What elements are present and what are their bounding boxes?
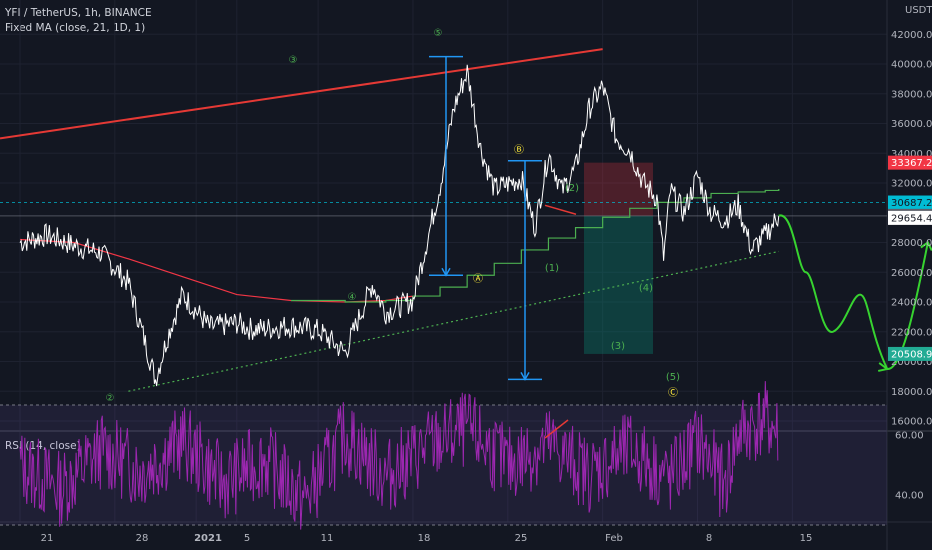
time-tick-label: 8: [706, 533, 712, 544]
price-tick-label: 22000.00: [891, 327, 932, 338]
measure-arrow-2: [508, 159, 542, 381]
rsi-line: [19, 381, 779, 530]
stop-loss-zone: [584, 162, 653, 216]
price-label: 30687.26: [891, 198, 932, 209]
price-label-bg: [888, 155, 932, 170]
projection-arrowhead: [920, 241, 932, 251]
time-tick-label: 2021: [194, 533, 222, 544]
time-tick-label: 25: [515, 533, 528, 544]
ma-line-green: [291, 188, 780, 303]
price-tick-label: 26000.00: [891, 268, 932, 279]
wave-label-wave-c: Ⓒ: [668, 387, 678, 399]
rsi-divergence-line: [544, 419, 569, 439]
price-tick-label: 18000.00: [891, 387, 932, 398]
measure-arrowhead: [441, 267, 451, 277]
wave-label-wave-3-circle: ③: [289, 55, 298, 66]
wave-label-sub-wave-5: (5): [666, 372, 680, 383]
price-label: 20508.96: [891, 349, 932, 360]
price-tick-label: 34000.00: [891, 149, 932, 160]
time-tick-label: 28: [136, 533, 149, 544]
currency-label: USDT: [905, 5, 932, 16]
time-tick-label: 15: [800, 533, 813, 544]
wave-label-sub-wave-3: (3): [611, 341, 625, 352]
price-series-line: [19, 64, 780, 387]
measure-arrowhead: [520, 371, 530, 381]
price-tick-label: 16000.00: [891, 417, 932, 428]
time-tick-label: 5: [244, 533, 250, 544]
time-tick-label: 11: [321, 533, 334, 544]
rsi-band: [0, 405, 887, 525]
support-trendline: [128, 250, 779, 392]
resistance-trendline: [0, 48, 603, 140]
price-label-bg: [888, 210, 932, 225]
price-tick-label: 42000.00: [891, 30, 932, 41]
price-label-bg: [888, 346, 932, 361]
price-tick-label: 40000.00: [891, 60, 932, 71]
ma-line-red: [19, 238, 414, 303]
wave-label-sub-wave-2: (2): [565, 183, 579, 194]
wave-label-wave-a: Ⓐ: [473, 273, 483, 285]
time-tick-label: 21: [41, 533, 54, 544]
wave-label-sub-wave-4: (4): [639, 283, 653, 294]
ma-indicator-legend: Fixed MA (close, 21, 1D, 1): [5, 22, 146, 34]
price-tick-label: 28000.00: [891, 238, 932, 249]
price-label: 33367.21: [891, 158, 932, 169]
time-tick-label: 18: [418, 533, 431, 544]
wave-label-wave-b: Ⓑ: [514, 144, 524, 156]
rsi-legend: RSI (14, close): [5, 439, 81, 453]
rsi-tick-label: 60.00: [895, 431, 924, 442]
price-label-bg: [888, 195, 932, 210]
projection-low-arrowhead: [877, 362, 890, 372]
price-tick-label: 24000.00: [891, 298, 932, 309]
wave-label-wave-5-circle-top: ⑤: [434, 28, 443, 39]
price-tick-label: 20000.00: [891, 357, 932, 368]
price-label: 29654.47: [891, 213, 932, 224]
take-profit-zone: [584, 215, 653, 354]
wave-label-sub-wave-1: (1): [545, 263, 559, 274]
measure-arrow-1: [429, 55, 463, 277]
price-tick-label: 32000.00: [891, 179, 932, 190]
price-tick-label: 36000.00: [891, 119, 932, 130]
rsi-tick-label: 40.00: [895, 491, 924, 502]
time-tick-label: Feb: [605, 533, 623, 544]
price-divergence-line: [544, 204, 577, 215]
wave-label-wave-2-circle: ②: [106, 393, 115, 404]
price-tick-label: 38000.00: [891, 89, 932, 100]
wave-label-wave-4-circle: ④: [348, 292, 357, 303]
